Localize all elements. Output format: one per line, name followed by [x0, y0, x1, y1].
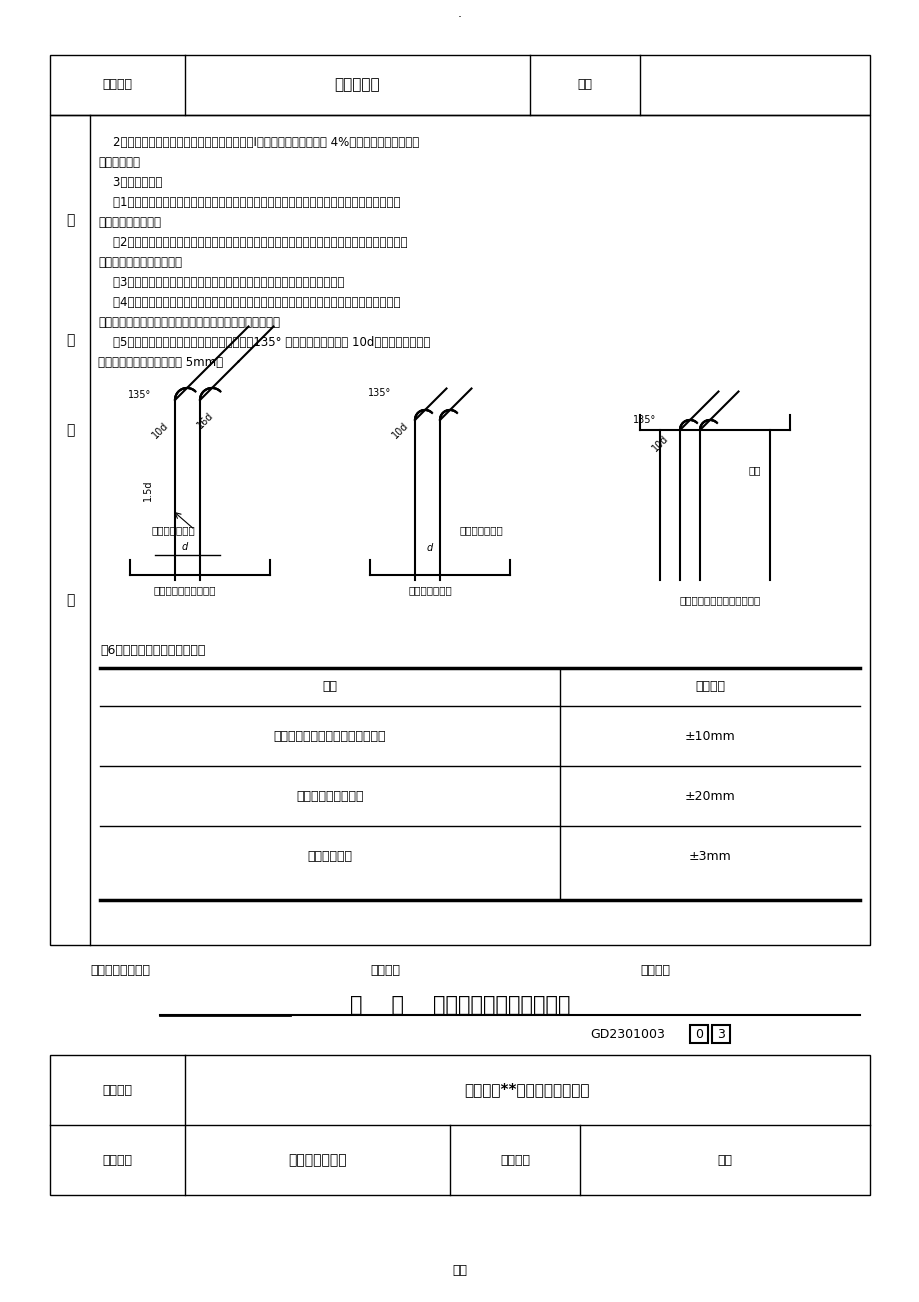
- Text: 梁、柱封闭箍筋: 梁、柱封闭箍筋: [408, 585, 451, 595]
- Text: 0: 0: [694, 1027, 702, 1040]
- Text: 10d: 10d: [150, 421, 170, 440]
- Text: 135°: 135°: [368, 388, 391, 398]
- Bar: [50, 55, 869, 115]
- Bar: [50, 1055, 869, 1195]
- Text: 接受人：: 接受人：: [640, 963, 669, 976]
- Text: 工程名称: 工程名称: [102, 1154, 132, 1167]
- Text: 基础及主体: 基础及主体: [335, 78, 380, 92]
- Text: 10d: 10d: [649, 434, 669, 453]
- Text: 佳兆业可园二期: 佳兆业可园二期: [288, 1154, 346, 1167]
- Text: 中国建筑**（集团）有限公司: 中国建筑**（集团）有限公司: [464, 1082, 590, 1098]
- Text: 16d: 16d: [195, 410, 215, 430]
- Text: （2）钢筋切断时应核对配料单，并进行钢筋试弯，检查料表尺寸与实际成型的尺寸是否相符，: （2）钢筋切断时应核对配料单，并进行钢筋试弯，检查料表尺寸与实际成型的尺寸是否相…: [98, 237, 407, 250]
- Text: 施工单位: 施工单位: [102, 1083, 132, 1096]
- Text: （1）下料原则：同规格钢筋根据不同长度，长短搭配，统筹配料；先断长料，后断短料，减: （1）下料原则：同规格钢筋根据不同长度，长短搭配，统筹配料；先断长料，后断短料，…: [98, 197, 400, 210]
- Text: 号平行，长度误差不得超过 5mm。: 号平行，长度误差不得超过 5mm。: [98, 357, 223, 370]
- Text: ±3mm: ±3mm: [688, 849, 731, 862]
- Text: 绑扎搭接的柱、梁纵筋: 绑扎搭接的柱、梁纵筋: [153, 585, 216, 595]
- Text: 135°: 135°: [129, 391, 152, 400]
- Text: ±20mm: ±20mm: [684, 789, 734, 802]
- Text: 分部工程: 分部工程: [499, 1154, 529, 1167]
- Text: d: d: [426, 543, 433, 553]
- Text: d: d: [182, 542, 187, 552]
- Text: 拉筋紧靠纵向钢筋并勾住箍筋: 拉筋紧靠纵向钢筋并勾住箍筋: [678, 595, 760, 605]
- Text: 交底人：: 交底人：: [369, 963, 400, 976]
- Text: 底: 底: [66, 333, 74, 348]
- Text: 内: 内: [66, 423, 74, 437]
- Text: （4）钢筋切断时，钢筋和切断机刀口要成垂线，并严格执行操作规程，确保安全。在切断过: （4）钢筋切断时，钢筋和切断机刀口要成垂线，并严格执行操作规程，确保安全。在切断…: [98, 297, 400, 310]
- Text: 3、钢筋下料：: 3、钢筋下料：: [98, 177, 162, 190]
- Text: 无误后方可大量切断成型。: 无误后方可大量切断成型。: [98, 256, 182, 270]
- Text: 箍筋内净尺寸: 箍筋内净尺寸: [307, 849, 352, 862]
- Bar: [689, 1025, 708, 1043]
- Text: 2、钢筋调直采用钢筋调直机，钢筋调直时，Ⅰ级钢筋冷拉率不宜大于 4%，钢筋调直后应平直、: 2、钢筋调直采用钢筋调直机，钢筋调直时，Ⅰ级钢筋冷拉率不宜大于 4%，钢筋调直后…: [98, 137, 419, 150]
- Text: 梁、柱封闭箍筋: 梁、柱封闭箍筋: [152, 525, 196, 535]
- Text: 少短头、减少损耗。: 少短头、减少损耗。: [98, 216, 161, 229]
- Text: 梁、柱封闭箍筋: 梁、柱封闭箍筋: [460, 525, 504, 535]
- Text: 135°: 135°: [632, 415, 656, 424]
- Text: 3: 3: [716, 1027, 724, 1040]
- Text: 1.5d: 1.5d: [142, 479, 153, 501]
- Text: 10d: 10d: [390, 421, 410, 440]
- Text: 容: 容: [66, 592, 74, 607]
- Text: 无局部弯曲。: 无局部弯曲。: [98, 156, 140, 169]
- Text: 交底部位: 交底部位: [102, 78, 132, 91]
- Text: 精品: 精品: [452, 1263, 467, 1276]
- Text: （5）箍筋成型时，应先做样品。弯钩要求：135° 弯钩的平直段长度为 10d，且两端弯钩成等: （5）箍筋成型时，应先做样品。弯钩要求：135° 弯钩的平直段长度为 10d，且…: [98, 336, 430, 349]
- Bar: [711, 1025, 729, 1043]
- Text: GD2301003: GD2301003: [589, 1029, 664, 1042]
- Text: 专业技术负责人：: 专业技术负责人：: [90, 963, 150, 976]
- Text: 弯起钢筋的弯折位置: 弯起钢筋的弯折位置: [296, 789, 363, 802]
- Text: 受力钢筋顺长度方向全长的净尺寸: 受力钢筋顺长度方向全长的净尺寸: [274, 729, 386, 742]
- Text: 日期: 日期: [577, 78, 592, 91]
- Text: 允许偏差: 允许偏差: [694, 681, 724, 694]
- Text: （3）在工作台设置控制下料长度的限位挡板，精确控制钢筋的下料长度。: （3）在工作台设置控制下料长度的限位挡板，精确控制钢筋的下料长度。: [98, 276, 344, 289]
- Text: 钢筋: 钢筋: [717, 1154, 732, 1167]
- Text: 程中，如发现钢筋有劈裂、缩头或严重的弯头，必须切除。: 程中，如发现钢筋有劈裂、缩头或严重的弯头，必须切除。: [98, 316, 279, 329]
- Text: ·: ·: [458, 12, 461, 25]
- Text: （6）钢筋加工允许偏差要求：: （6）钢筋加工允许偏差要求：: [100, 643, 205, 656]
- Bar: [50, 115, 869, 945]
- Text: 钢    筋    分项工程质量技术交底卡: 钢 筋 分项工程质量技术交底卡: [349, 995, 570, 1016]
- Text: ±10mm: ±10mm: [684, 729, 734, 742]
- Text: 交: 交: [66, 214, 74, 227]
- Text: 拉筋: 拉筋: [748, 465, 760, 475]
- Text: 项目: 项目: [323, 681, 337, 694]
